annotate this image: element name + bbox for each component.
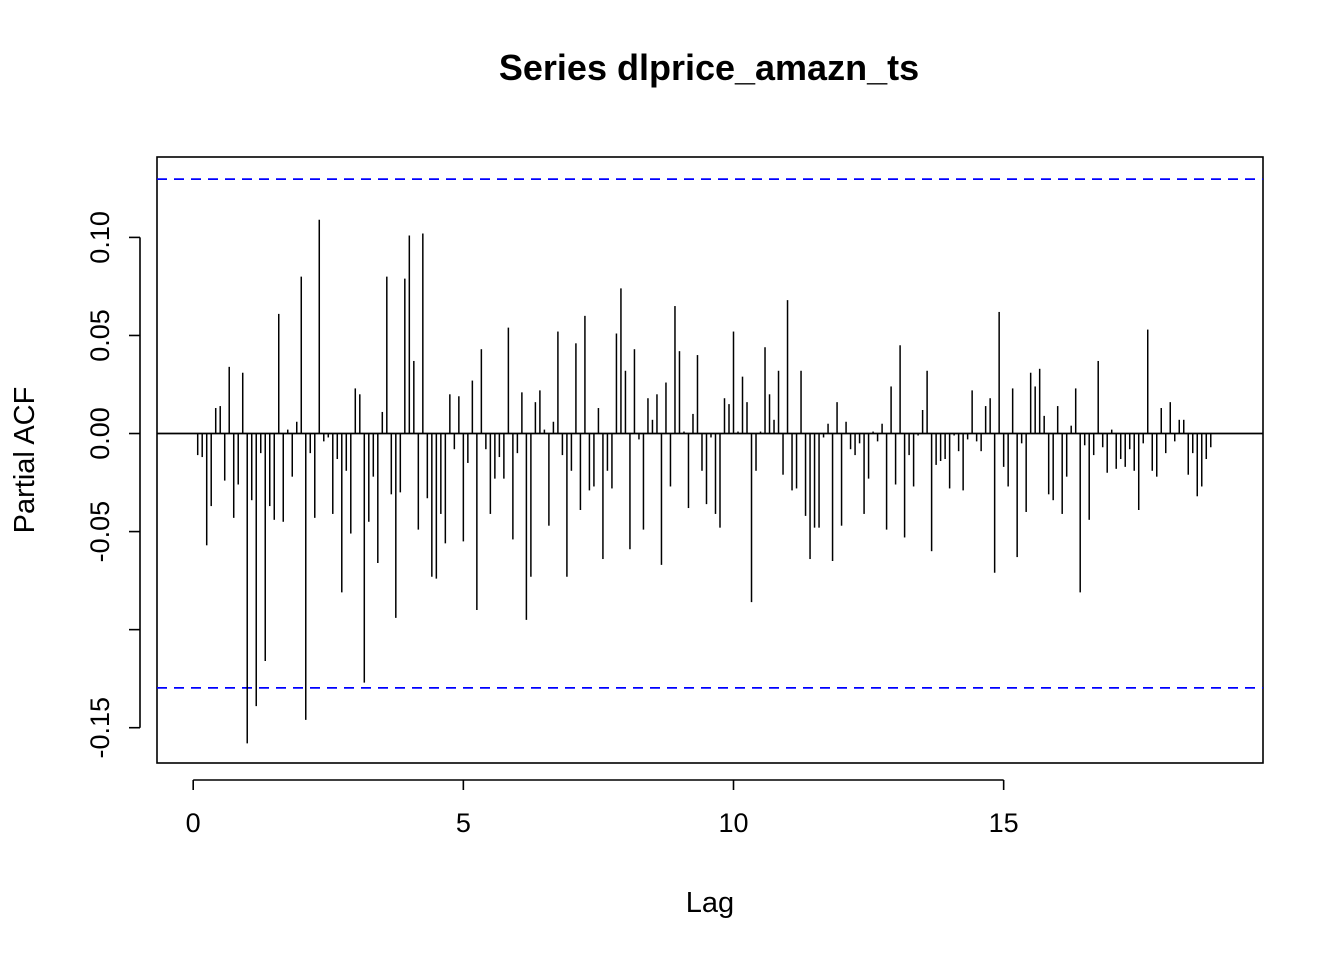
y-tick-label: 0.00: [85, 407, 115, 460]
x-tick-label: 10: [718, 808, 748, 838]
y-tick-label: -0.15: [85, 697, 115, 759]
pacf-bars: [196, 219, 1212, 744]
y-tick-label: 0.10: [85, 211, 115, 264]
x-axis-label: Lag: [686, 887, 734, 919]
x-axis: 0 5 10 15: [186, 779, 1019, 838]
plot-frame: [156, 156, 1264, 764]
chart-title: Series dlprice_amazn_ts: [499, 47, 919, 88]
x-tick-label: 15: [989, 808, 1019, 838]
x-tick-label: 0: [186, 808, 201, 838]
y-tick-label: -0.05: [85, 501, 115, 563]
x-tick-label: 5: [456, 808, 471, 838]
y-axis-label: Partial ACF: [9, 387, 41, 534]
y-axis: -0.15 -0.05 0.00 0.05 0.10: [85, 211, 141, 759]
y-tick-label: 0.05: [85, 309, 115, 362]
